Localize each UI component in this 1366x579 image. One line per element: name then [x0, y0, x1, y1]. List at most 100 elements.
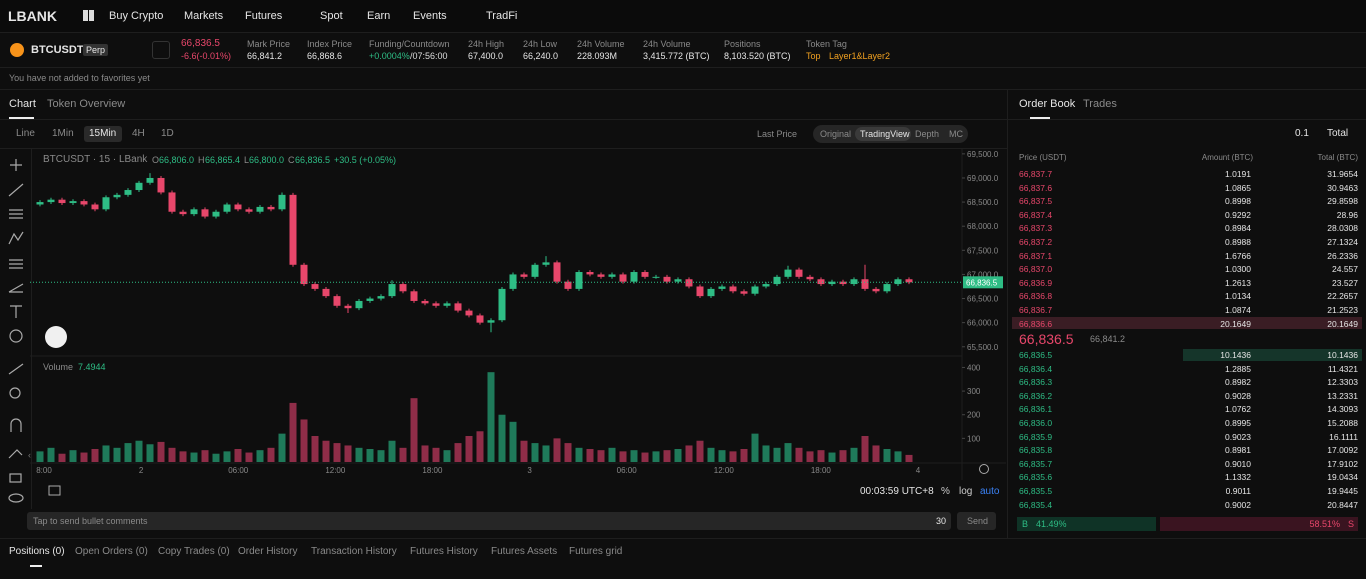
volume-bar [498, 414, 506, 462]
nav-item[interactable]: Futures [245, 10, 283, 22]
precision[interactable]: 0.1 [1295, 128, 1309, 139]
bid-highlight [1183, 349, 1362, 361]
book-price[interactable]: 66,835.7 [1019, 458, 1053, 469]
bottom-tab[interactable]: Futures grid [569, 546, 623, 557]
tab[interactable]: Chart [9, 98, 36, 110]
view-option[interactable]: MC [949, 129, 963, 139]
book-price[interactable]: 66,836.2 [1019, 390, 1053, 401]
bottom-tab[interactable]: Copy Trades (0) [158, 546, 230, 557]
grid-icon[interactable] [83, 10, 94, 21]
book-price[interactable]: 66,837.6 [1019, 182, 1053, 193]
book-price[interactable]: 66,835.5 [1019, 486, 1053, 496]
book-amount: 0.9028 [1225, 390, 1251, 401]
scale-option[interactable]: auto [980, 486, 1000, 497]
nav-item[interactable]: TradFi [486, 10, 518, 22]
book-price[interactable]: 66,837.3 [1019, 223, 1053, 234]
tab[interactable]: Order Book [1019, 98, 1076, 110]
book-price[interactable]: 66,836.9 [1019, 277, 1053, 288]
book-price[interactable]: 66,835.9 [1019, 431, 1053, 442]
book-amount: 0.8998 [1225, 196, 1251, 207]
candle-body [234, 204, 242, 210]
bottom-tab[interactable]: Futures History [410, 546, 478, 557]
interval[interactable]: 15Min [89, 128, 117, 139]
last-price: 66,836.5 [1019, 331, 1074, 347]
bottom-tab[interactable]: Transaction History [311, 546, 397, 557]
book-price[interactable]: 66,836.0 [1019, 418, 1053, 428]
book-price[interactable]: 66,837.5 [1019, 196, 1053, 207]
view-option[interactable]: TradingView [860, 129, 910, 139]
bottom-tab[interactable]: Open Orders (0) [75, 546, 148, 557]
favorite-button[interactable] [152, 41, 170, 59]
book-price[interactable]: 66,836.4 [1019, 363, 1053, 374]
book-price[interactable]: 66,835.4 [1019, 499, 1053, 510]
nav-item[interactable]: Buy Crypto [109, 10, 164, 22]
stat-label: Funding/Countdown [369, 39, 450, 49]
book-price[interactable]: 66,836.6 [1019, 318, 1053, 329]
nav-item[interactable]: Spot [320, 10, 343, 22]
interval[interactable]: 1D [161, 128, 174, 139]
book-price[interactable]: 66,836.7 [1019, 305, 1053, 315]
volume-bar [630, 450, 638, 462]
book-total: 19.9445 [1327, 486, 1358, 496]
candle-body [47, 199, 55, 203]
view-option[interactable]: Original [820, 129, 852, 139]
bottom-tab[interactable]: Futures Assets [491, 546, 558, 557]
candle-body [212, 211, 220, 217]
candle-body [256, 206, 264, 212]
nav-item[interactable]: Markets [184, 10, 224, 22]
send-label[interactable]: Send [967, 516, 989, 526]
tab-underline [1030, 117, 1050, 119]
nav-item[interactable]: Events [413, 10, 447, 22]
book-total: 31.9654 [1327, 169, 1358, 179]
chart: ‹ 65,500.0 66,000.0 66,500.0 67,000.0 67,500… [8, 149, 1006, 503]
volume-bar [388, 440, 396, 462]
book-price[interactable]: 66,836.5 [1019, 350, 1053, 360]
tab[interactable]: Token Overview [47, 98, 126, 110]
book-price[interactable]: 66,837.4 [1019, 209, 1053, 220]
calendar-icon[interactable] [48, 485, 61, 496]
scroll-arrow[interactable]: ‹ [28, 450, 31, 460]
book-price[interactable]: 66,835.8 [1019, 445, 1053, 456]
book-total: 28.0308 [1327, 223, 1358, 234]
book-price[interactable]: 66,836.1 [1019, 404, 1053, 415]
book-price[interactable]: 66,835.6 [1019, 472, 1053, 483]
stat-value: 228.093M [577, 51, 618, 61]
tab[interactable]: Trades [1083, 98, 1117, 110]
book-price[interactable]: 66,837.2 [1019, 237, 1053, 247]
book-price[interactable]: 66,837.1 [1019, 250, 1053, 261]
bottom-tab[interactable]: Positions (0) [9, 546, 65, 557]
interval[interactable]: Line [16, 128, 35, 139]
view-option[interactable]: Depth [915, 129, 940, 139]
divider [0, 67, 1366, 68]
price-mode[interactable]: Last Price [757, 129, 798, 139]
comment-input[interactable] [27, 512, 951, 530]
scale-option[interactable]: log [959, 486, 973, 497]
book-price[interactable]: 66,837.7 [1019, 169, 1053, 179]
settings-icon[interactable] [979, 464, 989, 474]
book-price[interactable]: 66,836.8 [1019, 291, 1053, 302]
book-price[interactable]: 66,836.3 [1019, 377, 1053, 388]
book-mode[interactable]: Total [1327, 128, 1349, 139]
y-tick-label: 69,000.0 [967, 174, 999, 183]
volume-bar [718, 450, 726, 462]
book-total: 14.3093 [1327, 404, 1358, 415]
ohlc-key: C [288, 155, 295, 165]
interval[interactable]: 4H [132, 128, 145, 139]
coin-icon [10, 43, 24, 57]
logo[interactable]: LBANK [8, 8, 57, 24]
drawing-tools[interactable] [8, 159, 24, 503]
book-total: 30.9463 [1327, 182, 1358, 193]
volume-bar [520, 440, 528, 462]
book-price[interactable]: 66,837.0 [1019, 264, 1053, 275]
nav-item[interactable]: Earn [367, 10, 391, 22]
book-amount: 0.8995 [1225, 418, 1251, 428]
candle-body [366, 298, 374, 301]
send-button[interactable] [957, 512, 996, 530]
scale-option[interactable]: % [941, 486, 950, 497]
x-tick-label: 12:00 [325, 466, 346, 475]
bottom-tab[interactable]: Order History [238, 546, 298, 557]
volume-bar [795, 447, 803, 462]
volume-bar [256, 450, 264, 462]
book-amount: 1.0874 [1225, 305, 1251, 315]
interval[interactable]: 1Min [52, 128, 74, 139]
